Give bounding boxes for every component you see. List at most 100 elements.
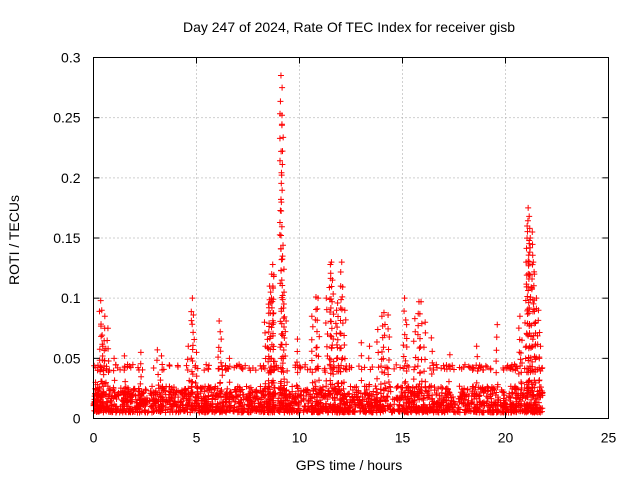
data-point [214, 400, 221, 407]
data-point [363, 398, 370, 405]
data-point [309, 409, 316, 416]
data-point [385, 387, 392, 394]
data-point [387, 384, 394, 391]
data-point [500, 366, 507, 373]
data-point [120, 390, 127, 397]
data-point [407, 390, 414, 397]
data-point [281, 382, 288, 389]
data-point [510, 407, 517, 414]
data-point [421, 392, 428, 399]
data-point [411, 366, 418, 373]
data-point [98, 307, 105, 314]
data-point [347, 383, 354, 390]
data-point [479, 366, 486, 373]
data-point [537, 405, 544, 412]
data-point [401, 380, 408, 387]
data-point [254, 389, 261, 396]
data-point [174, 403, 181, 410]
data-point [294, 369, 301, 376]
data-point [415, 322, 422, 329]
data-point [270, 379, 277, 386]
data-point [529, 381, 536, 388]
data-point [345, 390, 352, 397]
data-point [518, 380, 525, 387]
data-point [450, 366, 457, 373]
data-point [473, 391, 480, 398]
data-point [357, 390, 364, 397]
chart-title: Day 247 of 2024, Rate Of TEC Index for r… [183, 19, 515, 35]
data-point [425, 393, 432, 400]
data-point [526, 304, 533, 311]
data-point [517, 392, 524, 399]
data-point [278, 122, 285, 129]
data-point [142, 386, 149, 393]
data-point [198, 395, 205, 402]
data-point [202, 409, 209, 416]
data-point [493, 358, 500, 365]
data-point [494, 321, 501, 328]
data-point [328, 296, 335, 303]
data-point [424, 394, 431, 401]
data-point [323, 405, 330, 412]
data-point [226, 379, 233, 386]
data-point [338, 345, 345, 352]
data-point [474, 367, 481, 374]
data-point [373, 407, 380, 414]
data-point [421, 356, 428, 363]
data-point [99, 353, 106, 360]
data-point [281, 409, 288, 416]
data-point [95, 387, 102, 394]
data-point [316, 397, 323, 404]
data-point [338, 296, 345, 303]
data-point [133, 405, 140, 412]
data-point [278, 180, 285, 187]
data-point [330, 335, 337, 342]
data-point [537, 368, 544, 375]
data-point [157, 377, 164, 384]
data-point [135, 391, 142, 398]
data-point [494, 402, 501, 409]
data-point [351, 384, 358, 391]
data-point [159, 361, 166, 368]
data-point [478, 402, 485, 409]
data-point [217, 379, 224, 386]
data-point [488, 384, 495, 391]
y-tick-label: 0.05 [53, 350, 80, 366]
data-point [271, 366, 278, 373]
data-point [97, 297, 104, 304]
data-point [314, 305, 321, 312]
data-point [331, 409, 338, 416]
data-point [337, 268, 344, 275]
data-point [280, 369, 287, 376]
data-point [339, 283, 346, 290]
data-point [268, 324, 275, 331]
data-point [449, 404, 456, 411]
data-point [501, 392, 508, 399]
data-point [435, 385, 442, 392]
data-point [101, 313, 108, 320]
data-point [517, 356, 524, 363]
data-point [278, 277, 285, 284]
data-point [211, 386, 218, 393]
data-point [329, 277, 336, 284]
data-point [523, 393, 530, 400]
data-point [340, 379, 347, 386]
data-point [375, 364, 382, 371]
data-point [339, 405, 346, 412]
data-point [297, 398, 304, 405]
data-point [397, 364, 404, 371]
data-point [232, 398, 239, 405]
data-point [112, 393, 119, 400]
data-point [185, 393, 192, 400]
data-point [384, 394, 391, 401]
data-point [250, 394, 257, 401]
data-point [283, 341, 290, 348]
data-point [226, 404, 233, 411]
data-point [160, 396, 167, 403]
data-point [97, 363, 104, 370]
data-point [428, 334, 435, 341]
data-point [314, 328, 321, 335]
data-point [315, 353, 322, 360]
data-point [443, 362, 450, 369]
data-point [440, 407, 447, 414]
